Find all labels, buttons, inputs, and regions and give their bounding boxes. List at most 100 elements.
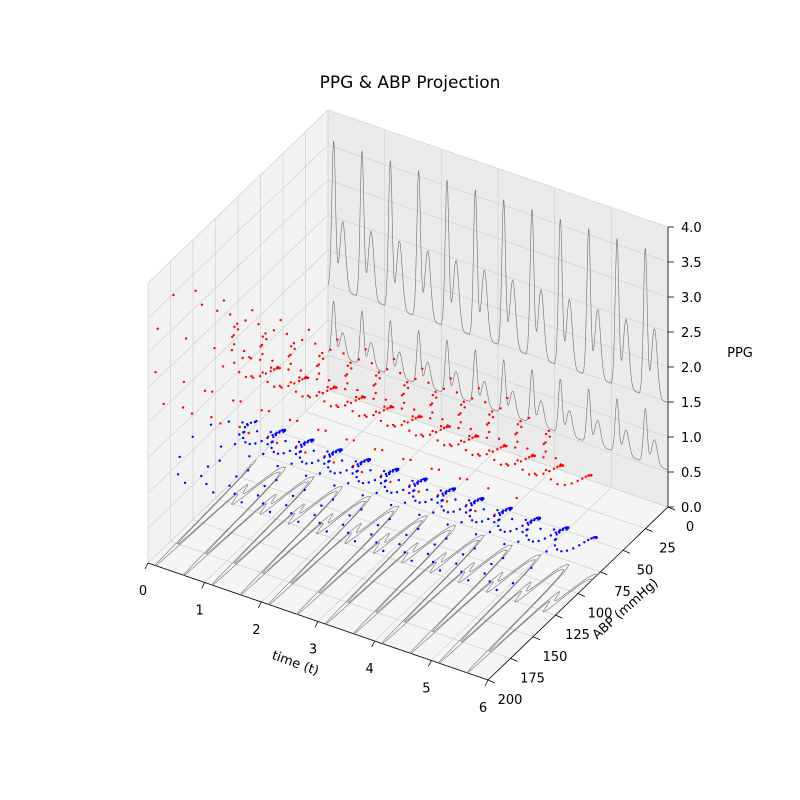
blue-data-point (578, 544, 581, 547)
red-data-point (514, 433, 517, 436)
blue-data-point (403, 551, 406, 554)
red-data-point (443, 444, 446, 447)
red-data-point (236, 328, 240, 331)
red-data-point (515, 496, 518, 500)
red-data-point (288, 418, 292, 422)
blue-data-point (291, 494, 295, 498)
blue-data-point (376, 523, 380, 527)
blue-data-point (467, 499, 471, 502)
blue-data-point (191, 435, 194, 438)
red-data-point (156, 327, 159, 330)
red-data-point (306, 394, 310, 397)
red-data-point (429, 417, 432, 420)
blue-data-point (461, 553, 465, 556)
blue-data-point (290, 462, 293, 465)
red-data-point (329, 348, 332, 351)
red-data-point (210, 416, 213, 419)
red-data-point (469, 427, 472, 431)
blue-data-point (219, 445, 223, 448)
red-data-point (261, 352, 264, 356)
blue-data-point (383, 485, 387, 489)
blue-data-point (455, 562, 458, 565)
blue-data-point (537, 518, 540, 521)
grid-line-side-z (147, 249, 329, 424)
blue-data-point (467, 579, 470, 582)
red-data-point (377, 371, 381, 374)
red-data-point (400, 407, 404, 410)
red-data-point (496, 448, 499, 451)
red-data-point (194, 289, 197, 292)
red-data-point (297, 379, 301, 383)
blue-data-point (334, 450, 338, 454)
red-data-point (261, 371, 264, 374)
blue-data-point (383, 480, 387, 483)
red-data-point (222, 299, 226, 302)
red-data-point (414, 377, 417, 381)
red-data-point (301, 338, 304, 342)
blue-data-point (572, 547, 575, 550)
red-data-point (379, 419, 383, 423)
blue-data-point (266, 443, 269, 446)
ppg-low-back-projection (327, 300, 669, 471)
red-data-point (292, 342, 296, 345)
red-data-point (503, 443, 506, 447)
blue-data-point (515, 527, 518, 531)
red-data-point (289, 362, 292, 365)
red-data-point (264, 332, 267, 335)
red-data-point (552, 467, 556, 470)
red-data-point (457, 413, 460, 416)
red-data-point (287, 355, 290, 358)
red-data-point (531, 453, 534, 456)
red-data-point (417, 490, 420, 493)
blue-data-point (565, 549, 569, 552)
red-data-point (468, 434, 471, 438)
red-data-point (381, 449, 384, 452)
red-data-point (386, 368, 389, 371)
red-data-point (556, 483, 559, 486)
blue-data-point (327, 460, 330, 463)
grid-line-back-z (327, 179, 669, 298)
red-data-point (272, 329, 276, 332)
red-data-point (544, 441, 547, 444)
blue-data-point (389, 503, 393, 507)
red-data-point (361, 395, 364, 398)
red-data-point (323, 400, 326, 403)
blue-data-point (395, 491, 399, 494)
blue-data-point (256, 494, 260, 497)
blue-data-point (369, 469, 372, 472)
blue-data-point (385, 474, 388, 478)
blue-data-point (552, 528, 556, 531)
red-data-point (327, 379, 331, 382)
grid-line-back-z (327, 319, 669, 438)
blue-data-point (345, 469, 348, 472)
red-data-point (378, 411, 381, 414)
z-tick-label: 0.0 (681, 501, 702, 516)
blue-data-point (288, 449, 292, 453)
red-data-point (403, 384, 406, 387)
red-data-point (364, 348, 367, 351)
x-tick (314, 621, 319, 628)
grid-line-floor-abp (170, 540, 511, 659)
blue-data-point (503, 530, 506, 533)
blue-data-point (242, 436, 245, 440)
y-tick-label: 200 (498, 693, 523, 708)
blue-data-point (480, 520, 484, 523)
blue-data-point (468, 514, 472, 518)
y-tick (555, 614, 563, 619)
red-data-point (304, 375, 308, 378)
red-data-point (184, 337, 188, 340)
blue-data-point (268, 510, 272, 514)
blue-data-point (458, 508, 462, 511)
red-data-point (278, 384, 281, 388)
red-data-point (400, 394, 404, 397)
blue-data-point (183, 481, 187, 484)
blue-data-point (553, 544, 557, 547)
red-data-point (491, 416, 495, 419)
grid-line-floor-abp (282, 432, 624, 551)
chart-title: PPG & ABP Projection (320, 73, 501, 93)
blue-data-point (317, 459, 320, 462)
red-data-point (487, 430, 491, 434)
blue-data-point (510, 517, 514, 521)
red-data-point (420, 433, 423, 436)
